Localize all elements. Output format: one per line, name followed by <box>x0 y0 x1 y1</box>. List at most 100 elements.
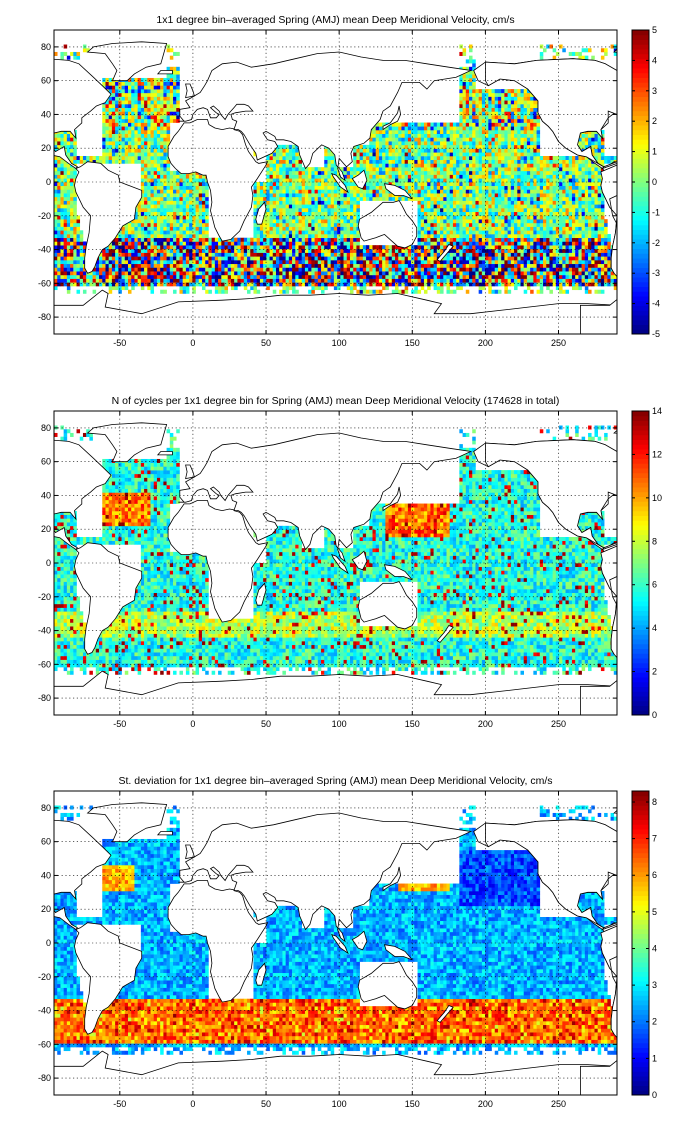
heatmap-cell <box>311 193 315 198</box>
heatmap-cell <box>349 193 354 198</box>
heatmap-cell <box>423 267 428 272</box>
heatmap-cell <box>292 278 296 283</box>
heatmap-cell <box>459 182 463 187</box>
heatmap-cell <box>546 222 550 227</box>
heatmap-cell <box>411 274 415 279</box>
heatmap-cell <box>240 252 245 257</box>
heatmap-cell <box>134 226 138 231</box>
heatmap-cell <box>211 274 216 279</box>
heatmap-cell <box>398 248 402 253</box>
heatmap-cell <box>472 256 476 261</box>
heatmap-cell <box>272 208 277 213</box>
heatmap-cell <box>288 219 293 224</box>
heatmap-cell <box>359 271 364 276</box>
heatmap-cell <box>179 174 183 179</box>
heatmap-cell <box>488 219 492 224</box>
heatmap-cell <box>594 185 598 190</box>
heatmap-cell <box>317 185 322 190</box>
heatmap-cell <box>385 263 389 268</box>
heatmap-cell <box>140 174 145 179</box>
heatmap-cell <box>407 278 412 283</box>
heatmap-cell <box>333 237 338 242</box>
heatmap-cell <box>127 245 132 250</box>
heatmap-cell <box>205 189 209 194</box>
heatmap-cell <box>382 278 386 283</box>
heatmap-cell <box>311 230 315 235</box>
heatmap-cell <box>163 208 167 213</box>
heatmap-cell <box>510 200 515 205</box>
heatmap-cell <box>610 278 615 283</box>
heatmap-cell <box>298 208 303 213</box>
heatmap-cell <box>166 182 171 187</box>
heatmap-cell <box>192 193 196 198</box>
heatmap-cell <box>121 245 126 250</box>
heatmap-cell <box>166 234 171 239</box>
heatmap-cell <box>584 208 589 213</box>
heatmap-cell <box>398 252 402 257</box>
heatmap-cell <box>555 234 560 239</box>
heatmap-cell <box>192 215 196 220</box>
heatmap-cell <box>433 260 438 265</box>
heatmap-cell <box>472 241 476 246</box>
heatmap-cell <box>173 260 177 265</box>
heatmap-cell <box>224 286 229 291</box>
heatmap-cell <box>160 204 164 209</box>
heatmap-cell <box>173 274 177 279</box>
heatmap-cell <box>559 185 563 190</box>
heatmap-cell <box>581 252 586 257</box>
heatmap-cell <box>369 245 373 250</box>
heatmap-cell <box>295 271 299 276</box>
heatmap-cell <box>607 260 611 265</box>
heatmap-cell <box>327 263 331 268</box>
heatmap-cell <box>269 174 274 179</box>
heatmap-cell <box>195 263 200 268</box>
heatmap-cell <box>259 263 264 268</box>
heatmap-cell <box>497 267 502 272</box>
heatmap-cell <box>185 230 190 235</box>
heatmap-cell <box>324 163 328 168</box>
heatmap-cell <box>211 263 216 268</box>
heatmap-cell <box>504 237 508 242</box>
heatmap-cell <box>321 208 325 213</box>
heatmap-cell <box>491 196 496 201</box>
heatmap-cell <box>404 289 409 294</box>
heatmap-cell <box>60 178 64 183</box>
heatmap-cell <box>523 170 528 175</box>
heatmap-cell <box>446 215 451 220</box>
heatmap-cell <box>536 163 541 168</box>
heatmap-cell <box>552 256 557 261</box>
heatmap-cell <box>584 241 589 246</box>
heatmap-cell <box>192 267 196 272</box>
heatmap-cell <box>111 159 116 164</box>
heatmap-cell <box>105 159 109 164</box>
heatmap-cell <box>443 245 447 250</box>
heatmap-cell <box>507 196 512 201</box>
heatmap-cell <box>140 278 145 283</box>
heatmap-cell <box>346 215 351 220</box>
heatmap-cell <box>398 282 402 287</box>
heatmap-cell <box>568 193 573 198</box>
heatmap-cell <box>407 267 412 272</box>
heatmap-cell <box>491 237 496 242</box>
heatmap-cell <box>607 278 611 283</box>
heatmap-cell <box>514 170 518 175</box>
heatmap-cell <box>536 256 541 261</box>
heatmap-cell <box>195 267 200 272</box>
heatmap-cell <box>285 215 290 220</box>
heatmap-cell <box>314 215 319 220</box>
heatmap-cell <box>617 267 621 271</box>
heatmap-cell <box>82 271 87 276</box>
heatmap-cell <box>549 260 553 265</box>
heatmap-cell <box>134 211 138 216</box>
heatmap-cell <box>539 274 544 279</box>
heatmap-cell <box>182 248 187 253</box>
heatmap-cell <box>70 263 74 268</box>
heatmap-cell <box>568 185 573 190</box>
heatmap-cell <box>523 226 528 231</box>
heatmap-cell <box>147 237 151 242</box>
heatmap-cell <box>353 271 357 276</box>
heatmap-cell <box>378 193 383 198</box>
heatmap-cell <box>423 208 428 213</box>
heatmap-cell <box>179 286 183 291</box>
heatmap-cell <box>73 237 77 242</box>
